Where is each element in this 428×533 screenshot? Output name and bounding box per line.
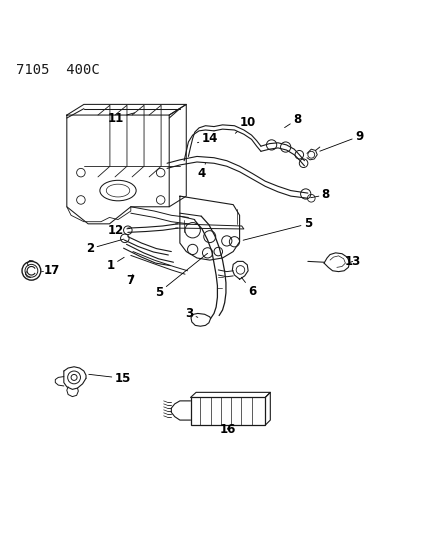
Text: 15: 15	[89, 372, 131, 385]
Text: 8: 8	[285, 113, 301, 127]
Text: 2: 2	[86, 239, 124, 255]
Text: 7: 7	[127, 273, 135, 287]
Text: 4: 4	[198, 163, 206, 180]
Text: 14: 14	[197, 132, 218, 145]
Bar	[190, 398, 265, 425]
Text: 10: 10	[235, 116, 256, 133]
Text: 16: 16	[220, 423, 236, 436]
Text: 11: 11	[108, 111, 134, 125]
Text: 1: 1	[107, 257, 124, 272]
Text: 12: 12	[108, 224, 130, 237]
Text: 5: 5	[155, 253, 208, 298]
Text: 9: 9	[320, 130, 363, 151]
Text: 3: 3	[185, 307, 198, 320]
Circle shape	[68, 371, 80, 384]
Text: 5: 5	[243, 217, 312, 240]
Text: 7105  400C: 7105 400C	[16, 62, 99, 77]
Text: 6: 6	[241, 277, 256, 298]
Text: 8: 8	[311, 188, 330, 201]
Text: 17: 17	[43, 264, 59, 277]
Text: 13: 13	[345, 255, 361, 268]
